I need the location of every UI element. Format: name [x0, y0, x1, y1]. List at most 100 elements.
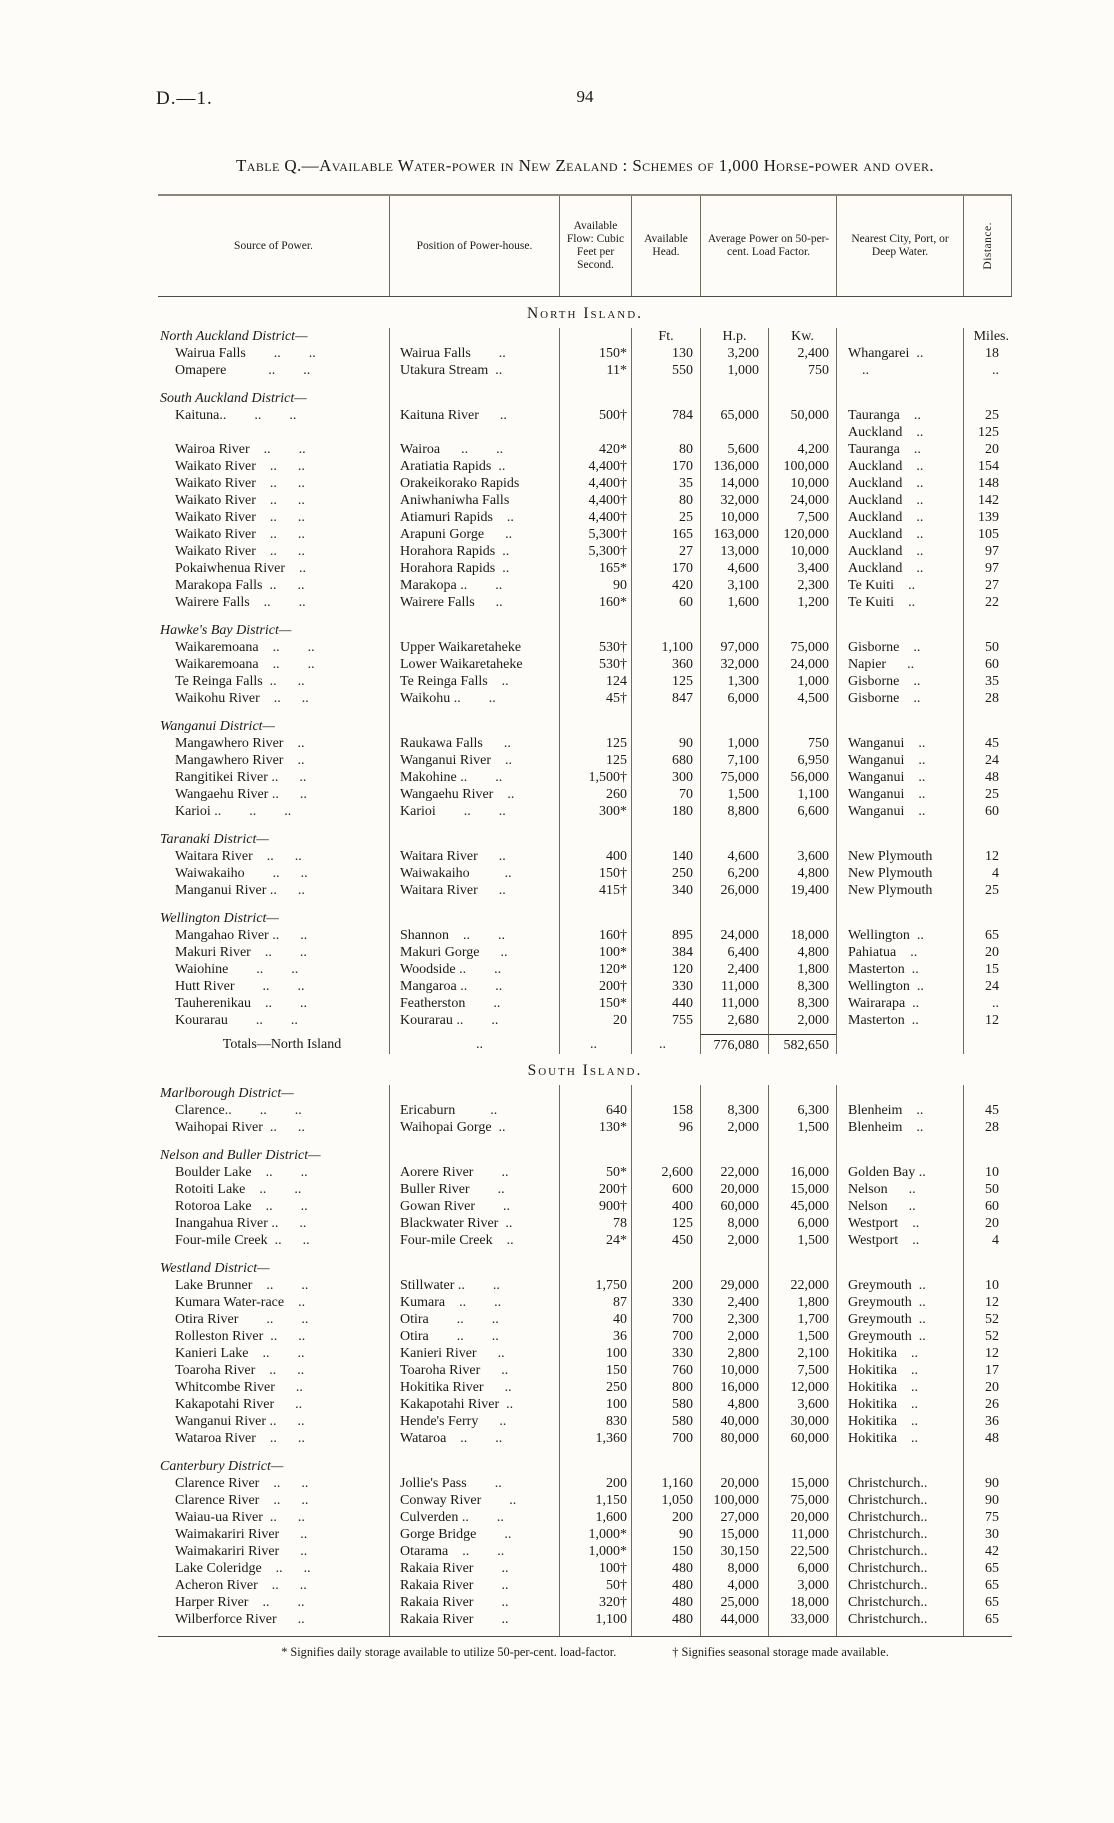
table-row: Waikaremoana .. .. Lower Waikaretaheke 530…	[158, 656, 1012, 673]
cell-flow	[559, 820, 631, 831]
cell-head	[631, 611, 700, 622]
cell-city	[836, 820, 963, 831]
cell-source: Wilberforce River ..	[175, 1612, 305, 1627]
cell-flow	[559, 1029, 631, 1034]
cell-distance: ..	[963, 995, 1012, 1012]
cell-head: 800	[631, 1379, 700, 1396]
cell-source: Otira River .. ..	[175, 1312, 309, 1327]
cell-source: Waiwakaiho .. ..	[175, 866, 308, 881]
cell-position: Toaroha River ..	[389, 1362, 559, 1379]
cell-head: 600	[631, 1181, 700, 1198]
cell-hp: 2,000	[700, 1232, 768, 1249]
cell-position: Aratiatia Rapids ..	[389, 458, 559, 475]
cell-distance: 28	[963, 690, 1012, 707]
cell-city: Wanganui ..	[836, 752, 963, 769]
table-row: Manganui River .. .. Waitara River .. 415†…	[158, 882, 1012, 899]
cell-city: Christchurch..	[836, 1492, 963, 1509]
cell-position: Rakaia River ..	[389, 1577, 559, 1594]
table-row: Kanieri Lake .. .. Kanieri River .. 100 330…	[158, 1345, 1012, 1362]
cell-city: Wanganui ..	[836, 786, 963, 803]
cell-flow: 500†	[559, 407, 631, 424]
cell-position: Lower Waikaretaheke	[389, 656, 559, 673]
table-row: Four-mile Creek .. .. Four-mile Creek .. 2…	[158, 1232, 1012, 1249]
cell-distance: 18	[963, 345, 1012, 362]
cell-position: Wataroa .. ..	[389, 1430, 559, 1447]
cell-source: Waikato River .. ..	[175, 544, 305, 559]
cell-flow: 90	[559, 577, 631, 594]
cell-kw: 10,000	[768, 475, 836, 492]
cell-flow: 640	[559, 1102, 631, 1119]
table-row: Harper River .. .. Rakaia River .. 320† 480…	[158, 1594, 1012, 1611]
column-header-distance: Distance.	[963, 196, 1012, 296]
cell-position	[389, 611, 559, 622]
cell-kw: 4,500	[768, 690, 836, 707]
district-label: Hawke's Bay District—	[160, 623, 292, 638]
cell-flow: 4,400†	[559, 458, 631, 475]
table-row: Waikato River .. .. Aratiatia Rapids .. 4,…	[158, 458, 1012, 475]
cell-hp: 75,000	[700, 769, 768, 786]
cell-distance: 25	[963, 786, 1012, 803]
cell-head: 340	[631, 882, 700, 899]
table-row: Kourarau .. .. Kourarau .. .. 20 755 2,680 2,…	[158, 1012, 1012, 1029]
cell-city: Greymouth ..	[836, 1311, 963, 1328]
cell-distance: 30	[963, 1526, 1012, 1543]
table-row: Waimakariri River .. Otarama .. .. 1,000* 1…	[158, 1543, 1012, 1560]
cell-distance: 65	[963, 1577, 1012, 1594]
cell-head: 1,100	[631, 639, 700, 656]
table-row: Marakopa Falls .. .. Marakopa .. .. 90 420 3…	[158, 577, 1012, 594]
cell-distance: 97	[963, 543, 1012, 560]
cell-distance	[963, 611, 1012, 622]
cell-kw: 7,500	[768, 509, 836, 526]
cell-city: Napier ..	[836, 656, 963, 673]
cell-head	[631, 622, 700, 639]
cell-hp: 3,200	[700, 345, 768, 362]
cell-flow	[559, 707, 631, 718]
cell-hp: 97,000	[700, 639, 768, 656]
table-row: Mangawhero River .. Wanganui River .. 125 6…	[158, 752, 1012, 769]
cell-position: Wanganui River ..	[389, 752, 559, 769]
cell-city: Auckland ..	[836, 543, 963, 560]
cell-distance: 22	[963, 594, 1012, 611]
cell-hp: 25,000	[700, 1594, 768, 1611]
table-row: Rolleston River .. .. Otira .. .. 36 700 2,0…	[158, 1328, 1012, 1345]
cell-source: Waikato River .. ..	[175, 493, 305, 508]
cell-head	[631, 1085, 700, 1102]
cell-kw	[768, 899, 836, 910]
cell-flow: 50†	[559, 1577, 631, 1594]
table-row: Waimakariri River .. Gorge Bridge .. 1,000…	[158, 1526, 1012, 1543]
district-row: Marlborough District—	[158, 1085, 1012, 1102]
cell-kw: 10,000	[768, 543, 836, 560]
cell-source: Rotoroa Lake .. ..	[175, 1199, 308, 1214]
cell-city: Christchurch..	[836, 1560, 963, 1577]
cell-distance	[963, 1447, 1012, 1458]
cell-source: Mangawhero River ..	[175, 753, 305, 768]
cell-kw: 6,000	[768, 1215, 836, 1232]
cell-hp	[700, 707, 768, 718]
table-title: Table Q.—Available Water-power in New Ze…	[235, 156, 935, 175]
cell-distance	[963, 910, 1012, 927]
cell-city: New Plymouth	[836, 882, 963, 899]
cell-position: Waikohu .. ..	[389, 690, 559, 707]
cell-hp: 4,600	[700, 560, 768, 577]
table-gap-row	[158, 820, 1012, 831]
cell-hp: 8,800	[700, 803, 768, 820]
cell-source	[158, 707, 389, 718]
cell-position	[389, 1447, 559, 1458]
cell-source: Mangawhero River ..	[175, 736, 305, 751]
cell-head: ..	[631, 1034, 700, 1054]
table-row: Te Reinga Falls .. .. Te Reinga Falls .. 1…	[158, 673, 1012, 690]
cell-kw	[768, 910, 836, 927]
cell-city: Wanganui ..	[836, 769, 963, 786]
cell-source: Clarence River .. ..	[175, 1476, 309, 1491]
cell-city	[836, 611, 963, 622]
cell-distance: 27	[963, 577, 1012, 594]
cell-hp: 1,600	[700, 594, 768, 611]
table-row: Waiohine .. .. Woodside .. .. 120* 120 2,400…	[158, 961, 1012, 978]
cell-source: Boulder Lake .. ..	[175, 1165, 308, 1180]
cell-city: Wanganui ..	[836, 735, 963, 752]
cell-hp: 44,000	[700, 1611, 768, 1628]
cell-city: Auckland ..	[836, 509, 963, 526]
cell-city: Te Kuiti ..	[836, 594, 963, 611]
cell-hp	[700, 1136, 768, 1147]
cell-position	[389, 1147, 559, 1164]
